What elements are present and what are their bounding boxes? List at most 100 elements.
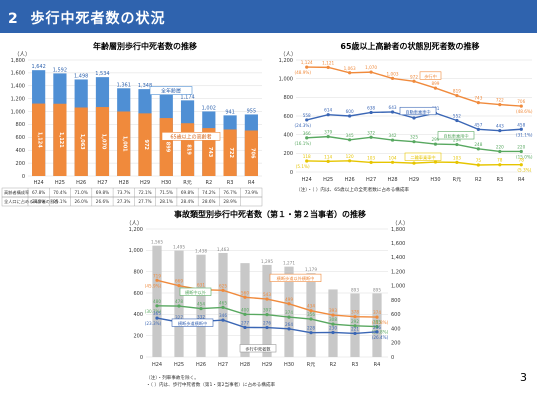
series-point [375, 330, 379, 334]
series-data-label: 294 [453, 138, 461, 143]
series-point [369, 110, 373, 115]
y-tick-label-left: 0 [140, 355, 143, 361]
series-data-label: 1,124 [301, 60, 313, 65]
bar-elderly-label: 1,124 [37, 132, 43, 148]
series-point [519, 149, 523, 154]
table-cell: 28.9% [223, 199, 236, 204]
bar-elderly [95, 107, 110, 176]
series-point [243, 325, 247, 330]
y-tick-label-left: 400 [133, 312, 143, 318]
series-data-label: 264 [285, 322, 293, 327]
table-cell: 73.9% [245, 190, 258, 195]
y-tick-label-right: 1,200 [391, 269, 405, 275]
y-tick-label-right: 1,600 [391, 241, 405, 247]
y-tick-label: 0 [22, 174, 25, 180]
series-data-label: 378 [351, 310, 359, 315]
x-tick-label: H27 [366, 177, 376, 183]
y-tick-label-right: 800 [391, 298, 401, 304]
series-point [331, 330, 335, 335]
y-tick-label: 0 [290, 170, 293, 176]
series-start-percent: (30.7%) [145, 309, 162, 314]
series-point [305, 65, 309, 69]
series-data-label: 722 [496, 98, 504, 103]
legend-box [419, 71, 442, 80]
series-point [412, 116, 416, 120]
series-data-label: 103 [367, 155, 375, 160]
y-tick-label-right: 1,000 [391, 284, 405, 290]
series-data-label: 327 [175, 315, 183, 320]
x-tick-label: H29 [262, 362, 272, 368]
y-tick-label-right: 1,400 [391, 255, 405, 261]
series-point [412, 161, 416, 165]
series-data-label: 465 [219, 300, 227, 305]
legend-label: 横断歩道横断中 [178, 320, 207, 327]
series-data-label: 372 [367, 130, 375, 135]
series-data-label: 366 [303, 131, 311, 136]
bar-elderly-label: 743 [207, 147, 213, 158]
y-tick-label-left: 200 [133, 333, 143, 339]
y-tick-label: 400 [283, 132, 293, 138]
section-number: 2 [8, 11, 19, 27]
bar-total-label: 1,463 [217, 247, 229, 252]
table-cell: 26.6% [96, 199, 109, 204]
bar-elderly-label: 819 [186, 144, 192, 155]
bar-elderly-label: 1,001 [122, 136, 128, 152]
y-tick-label-right: 1,800 [391, 227, 405, 233]
series-point [353, 331, 357, 336]
bar-total-label: 1,179 [305, 267, 317, 272]
legend-box [404, 152, 442, 161]
x-tick-label: R3 [227, 180, 234, 186]
bar-total-pedestrian [196, 254, 206, 357]
x-tick-label: H28 [240, 362, 250, 368]
table-cell: 27.3% [117, 199, 130, 204]
series-data-label: 292 [351, 319, 359, 324]
x-tick-label: R2 [475, 177, 482, 183]
series-point [177, 284, 181, 288]
legend-box [171, 318, 214, 327]
x-tick-label: H28 [387, 177, 397, 183]
series-line [306, 66, 522, 107]
series-start-percent: (23.3%) [145, 321, 162, 326]
legend-box-bars [239, 344, 277, 353]
bar-elderly-label: 899 [164, 142, 170, 153]
series-data-label: 332 [197, 315, 205, 320]
series-point [498, 103, 502, 107]
series-data-label: 374 [285, 310, 293, 315]
series-point [369, 160, 373, 164]
series-point [348, 138, 352, 142]
series-data-label: 228 [307, 326, 315, 331]
x-tick-label: H26 [76, 180, 86, 186]
bar-total-pedestrian [218, 252, 228, 357]
series-end-percent: (26.4%) [372, 335, 389, 340]
y-tick-label: 800 [283, 95, 293, 101]
series-data-label: 458 [517, 122, 525, 127]
table-cell: 76.7% [223, 190, 236, 195]
bar-total-label: 941 [225, 109, 235, 115]
legend-box [179, 287, 212, 296]
x-tick-label: R元 [453, 177, 461, 183]
series-data-label: 365 [153, 311, 161, 316]
bar-elderly [74, 107, 88, 176]
series-start-percent: (5.1%) [296, 164, 310, 169]
series-point [498, 163, 502, 167]
series-data-label: 103 [453, 155, 461, 160]
y-tick-label: 1,400 [11, 84, 25, 90]
series-start-percent: (48.9%) [294, 70, 311, 75]
y-tick-label: 1,200 [279, 58, 293, 64]
series-data-label: 819 [453, 89, 461, 94]
table-cell: 24.1% [32, 199, 45, 204]
bar-total-label: 1,174 [180, 94, 194, 100]
x-tick-label: H26 [196, 362, 206, 368]
y-tick-label-left: 800 [133, 269, 143, 275]
series-data-label: 299 [431, 137, 439, 142]
table-row [1, 196, 263, 207]
bar-total-pedestrian [240, 263, 250, 357]
bar-elderly-label: 1,070 [100, 134, 106, 150]
table-cell: 70.4% [53, 190, 66, 195]
series-data-label: 669 [175, 279, 183, 284]
section-title: 歩行中死者数の状況 [30, 11, 166, 27]
series-data-label: 643 [389, 105, 397, 110]
series-point [476, 101, 480, 105]
bar-total-label: 1,002 [202, 105, 216, 111]
table-cell: 67.8% [32, 190, 45, 195]
